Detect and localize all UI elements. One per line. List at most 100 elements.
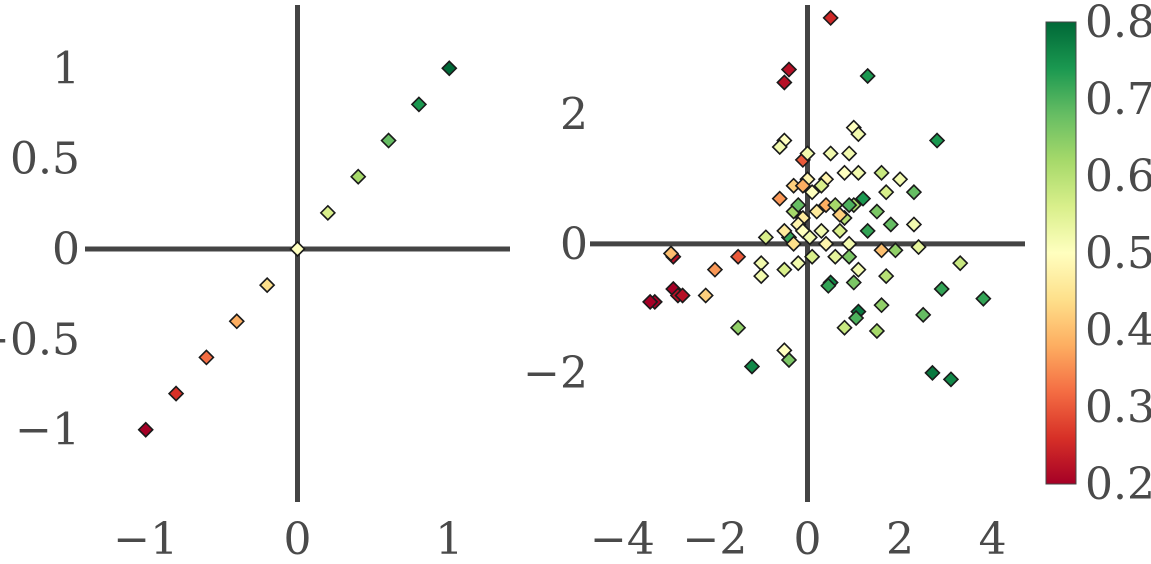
scatter-point xyxy=(771,138,788,156)
scatter-point xyxy=(757,229,774,246)
scatter-point xyxy=(380,132,397,149)
scatter-point xyxy=(729,248,747,265)
colorbar-tick-label: 0.4 xyxy=(1085,305,1151,356)
scatter-point xyxy=(137,421,154,438)
scatter-point xyxy=(808,203,825,220)
scatter-point xyxy=(859,222,876,240)
colorbar-tick-label: 0.6 xyxy=(1085,151,1151,202)
scatter-point xyxy=(259,276,276,294)
scatter-point xyxy=(891,171,909,188)
y-tick-label: 0.5 xyxy=(10,134,80,185)
scatter-point xyxy=(841,248,858,265)
scatter-point xyxy=(845,274,862,291)
scatter-point xyxy=(753,267,770,285)
scatter-point xyxy=(850,261,867,278)
y-tick-label: 2 xyxy=(560,90,588,141)
colorbar-tick-label: 0.2 xyxy=(1085,459,1151,510)
scatter-point xyxy=(831,222,849,240)
scatter-point xyxy=(859,67,876,85)
y-tick-label: 1 xyxy=(52,43,80,94)
scatter-point xyxy=(868,322,886,340)
colorbar-tick-label: 0.7 xyxy=(1085,74,1151,125)
scatter-point xyxy=(873,164,890,181)
scatter-point xyxy=(882,216,899,233)
x-tick-label: 2 xyxy=(886,514,914,564)
x-tick-label: 0 xyxy=(284,514,312,564)
scatter-point xyxy=(319,204,336,221)
scatter-point xyxy=(850,125,867,143)
colorbar-tick-label: 0.5 xyxy=(1085,228,1151,279)
scatter-point xyxy=(887,242,904,259)
colorbar-tick-label: 0.3 xyxy=(1085,382,1151,433)
scatter-point xyxy=(776,222,793,240)
scatter-point xyxy=(822,9,839,27)
y-tick-label: −2 xyxy=(523,348,588,399)
scatter-point xyxy=(697,287,714,304)
scatter-point xyxy=(794,177,812,194)
scatter-point xyxy=(776,74,793,91)
y-tick-label: 0 xyxy=(52,224,80,275)
colorbar-tick-label: 0.8 xyxy=(1085,0,1151,48)
scatter-point xyxy=(813,222,830,240)
scatter-point xyxy=(803,184,821,201)
scatter-point xyxy=(799,145,816,162)
scatter-point xyxy=(873,297,890,314)
scatter-point xyxy=(743,358,761,375)
scatter-point xyxy=(822,145,839,162)
x-tick-label: 4 xyxy=(979,514,1007,564)
scatter-point xyxy=(642,293,659,311)
scatter-point xyxy=(878,184,895,201)
scatter-point xyxy=(790,255,807,272)
colorbar: 0.2 0.3 0.4 0.5 0.6 0.7 0.8 xyxy=(1045,0,1151,510)
scatter-point xyxy=(441,60,458,77)
scatter-point xyxy=(841,196,858,214)
y-tick-label: −0.5 xyxy=(0,314,80,365)
scatter-point xyxy=(771,190,788,207)
scatter-point xyxy=(780,351,798,369)
scatter-point xyxy=(905,184,923,201)
scatter-point xyxy=(933,280,950,298)
scatter-point xyxy=(827,248,844,265)
scatter-point xyxy=(350,168,367,185)
scatter-point xyxy=(841,145,858,162)
scatter-point xyxy=(952,255,969,272)
y-tick-label: 0 xyxy=(560,219,588,270)
y-tick-label: −1 xyxy=(15,405,80,456)
x-tick-label: 1 xyxy=(435,514,463,564)
scatter-point xyxy=(942,371,960,388)
scatter-point xyxy=(228,313,245,330)
scatter-point xyxy=(836,164,853,181)
scatter-point xyxy=(817,235,835,252)
scatter-point xyxy=(820,277,837,294)
scatter-point xyxy=(850,164,867,181)
scatter-point xyxy=(813,177,830,194)
scatter-point xyxy=(831,206,849,223)
scatter-point xyxy=(910,238,927,256)
scatter-point xyxy=(924,364,941,382)
x-tick-label: −1 xyxy=(113,514,178,564)
colorbar-gradient xyxy=(1045,21,1077,485)
scatter-point xyxy=(785,235,802,252)
x-tick-label: −4 xyxy=(590,514,655,564)
scatter-point xyxy=(790,196,807,214)
scatter-point xyxy=(975,290,992,307)
scatter-point xyxy=(706,261,724,278)
x-tick-label: 0 xyxy=(794,514,822,564)
scatter-point xyxy=(873,242,890,259)
scatter-point xyxy=(905,216,923,233)
scatter-point xyxy=(836,319,853,336)
x-tick-label: −2 xyxy=(683,514,748,564)
scatter-point xyxy=(847,309,865,327)
scatter-point xyxy=(729,319,747,336)
scatter-point xyxy=(410,96,428,113)
scatter-point xyxy=(854,190,872,207)
scatter-point xyxy=(915,306,932,323)
scatter-point xyxy=(803,248,821,265)
scatter-point xyxy=(674,287,691,304)
scatter-point xyxy=(198,349,215,366)
scatter-point xyxy=(868,203,886,220)
scatter-point xyxy=(662,245,680,262)
scatter-point xyxy=(289,240,306,258)
scatter-point xyxy=(780,61,798,78)
